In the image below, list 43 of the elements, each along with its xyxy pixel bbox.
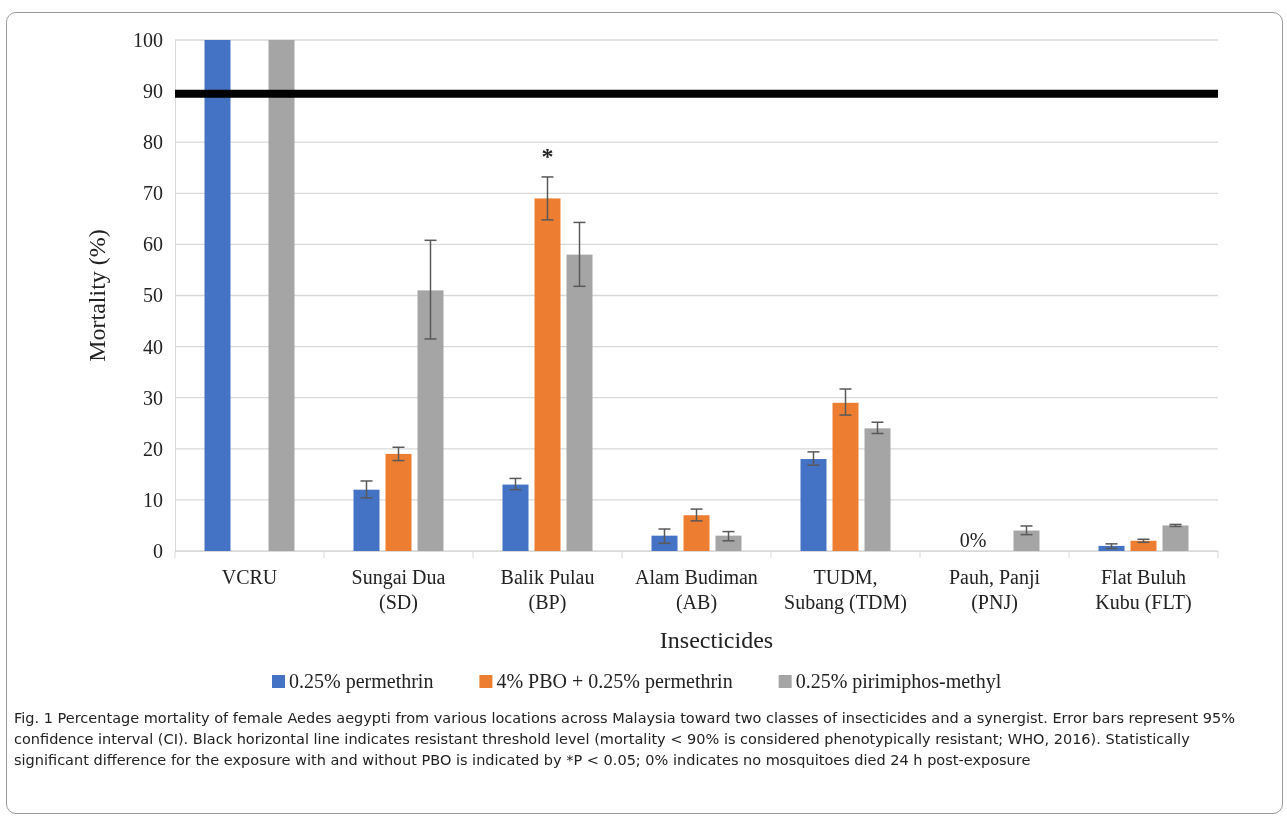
bar	[534, 198, 561, 551]
x-tick-label: Sungai Dua (SD)	[351, 566, 446, 614]
y-tick-label: 10	[143, 488, 163, 511]
bar	[353, 489, 380, 551]
x-axis-title: Insecticides	[659, 627, 774, 653]
bar	[268, 40, 295, 551]
y-tick-label: 20	[143, 437, 163, 460]
y-axis-title: Mortality (%)	[84, 229, 110, 362]
legend-label: 0.25% permethrin	[289, 670, 434, 693]
y-tick-label: 40	[143, 335, 163, 358]
x-tick-label: Pauh, Panji (PNJ)	[948, 566, 1041, 614]
x-tick-label: Alam Budiman (AB)	[635, 566, 758, 614]
bar	[204, 40, 231, 551]
y-tick-label: 70	[143, 182, 163, 205]
y-tick-label: 90	[143, 80, 163, 102]
bar	[1130, 540, 1157, 551]
y-tick-label: 100	[133, 28, 163, 51]
legend-label: 4% PBO + 0.25% permethrin	[496, 670, 733, 693]
bar	[1013, 530, 1040, 551]
bar	[864, 428, 891, 551]
bar	[715, 535, 742, 551]
caption: Fig. 1 Percentage mortality of female Aedes aegypti from various locations across Malaysia toward two classes of insecticides and a synergist. Error bars represent 95% confidence interval (CI). Black horizontal line indicates resistant threshold level (mortality < 90% is considered phenotypically resistant; WHO, 2016). Statistically significant difference for the exposure with and without PBO is indicated by *P < 0.05; 0% indicates no mosquitoes died 24 h post-exposure	[14, 709, 1237, 770]
y-tick-label: 0	[153, 539, 163, 562]
y-tick-label: 60	[143, 233, 163, 256]
bar	[651, 535, 678, 551]
bar	[385, 453, 412, 551]
x-tick-label: TUDM, Subang (TDM)	[784, 566, 907, 614]
annotation: *	[541, 143, 554, 170]
bar	[502, 484, 529, 551]
annotation: 0%	[959, 529, 987, 551]
bar	[417, 290, 444, 551]
bar	[683, 515, 710, 551]
x-tick-label: Balik Pulau (BP)	[500, 566, 595, 614]
legend-label: 0.25% pirimiphos-methyl	[795, 670, 1002, 693]
bar	[566, 254, 593, 551]
bar	[832, 402, 859, 551]
x-tick-label: VCRU	[221, 566, 278, 588]
bar	[800, 459, 827, 551]
y-tick-label: 30	[143, 386, 163, 409]
bar	[1162, 525, 1189, 551]
y-tick-label: 50	[143, 284, 163, 307]
x-tick-label: Flat Buluh Kubu (FLT)	[1095, 566, 1192, 614]
y-tick-label: 80	[143, 131, 163, 154]
